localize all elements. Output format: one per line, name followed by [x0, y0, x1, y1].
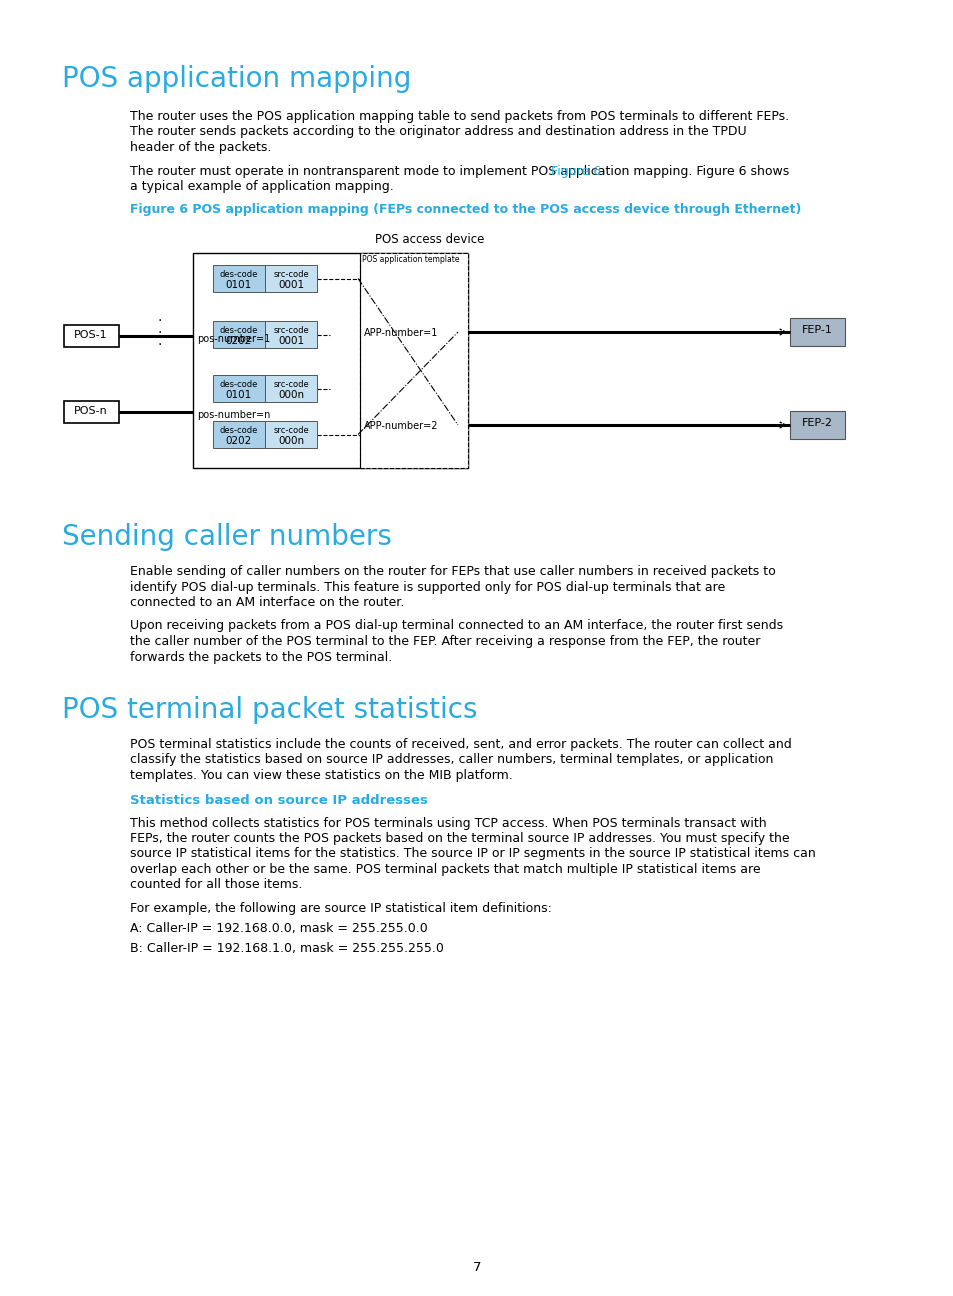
Text: POS application mapping: POS application mapping	[62, 65, 411, 93]
Text: des-code: des-code	[219, 380, 258, 389]
Text: 0101: 0101	[226, 280, 252, 290]
Bar	[64, 325, 119, 347]
Text: des-code: des-code	[219, 270, 258, 279]
Text: Upon receiving packets from a POS dial-up terminal connected to an AM interface,: Upon receiving packets from a POS dial-u…	[130, 619, 782, 632]
Text: POS terminal packet statistics: POS terminal packet statistics	[62, 696, 477, 724]
Text: 7: 7	[473, 1261, 480, 1274]
Text: pos-number=n: pos-number=n	[196, 410, 270, 420]
Text: overlap each other or be the same. POS terminal packets that match multiple IP s: overlap each other or be the same. POS t…	[130, 863, 760, 876]
Text: des-code: des-code	[219, 327, 258, 334]
Text: For example, the following are source IP statistical item definitions:: For example, the following are source IP…	[130, 902, 551, 915]
Bar	[265, 421, 316, 448]
Bar	[64, 400, 119, 422]
Text: Sending caller numbers: Sending caller numbers	[62, 524, 392, 551]
Text: This method collects statistics for POS terminals using TCP access. When POS ter: This method collects statistics for POS …	[130, 816, 766, 829]
Text: The router sends packets according to the originator address and destination add: The router sends packets according to th…	[130, 126, 746, 139]
Text: classify the statistics based on source IP addresses, caller numbers, terminal t: classify the statistics based on source …	[130, 753, 773, 766]
Bar	[789, 411, 844, 439]
Text: APP-number=2: APP-number=2	[364, 421, 438, 432]
Text: source IP statistical items for the statistics. The source IP or IP segments in : source IP statistical items for the stat…	[130, 848, 815, 861]
Text: 0202: 0202	[226, 435, 252, 446]
Text: src-code: src-code	[273, 270, 309, 279]
Text: POS-n: POS-n	[74, 406, 108, 416]
Bar	[265, 375, 316, 402]
Text: FEP-2: FEP-2	[801, 419, 832, 428]
Text: header of the packets.: header of the packets.	[130, 141, 271, 154]
Text: POS-1: POS-1	[74, 330, 108, 340]
Text: APP-number=1: APP-number=1	[364, 328, 438, 338]
Bar	[265, 321, 316, 349]
Text: 0001: 0001	[277, 280, 304, 290]
Text: forwards the packets to the POS terminal.: forwards the packets to the POS terminal…	[130, 651, 392, 664]
Text: src-code: src-code	[273, 327, 309, 334]
Text: src-code: src-code	[273, 426, 309, 435]
Text: A: Caller-IP = 192.168.0.0, mask = 255.255.0.0: A: Caller-IP = 192.168.0.0, mask = 255.2…	[130, 921, 427, 934]
Text: POS application template: POS application template	[361, 255, 459, 264]
Text: POS access device: POS access device	[375, 233, 484, 246]
Bar	[265, 264, 316, 292]
Text: connected to an AM interface on the router.: connected to an AM interface on the rout…	[130, 596, 404, 609]
Text: The router must operate in nontransparent mode to implement POS application mapp: The router must operate in nontransparen…	[130, 165, 788, 178]
Bar	[789, 318, 844, 346]
Text: 0101: 0101	[226, 390, 252, 400]
Bar	[213, 264, 265, 292]
Text: templates. You can view these statistics on the MIB platform.: templates. You can view these statistics…	[130, 769, 512, 781]
Text: pos-number=1: pos-number=1	[196, 334, 270, 343]
Bar	[359, 253, 468, 468]
Text: identify POS dial-up terminals. This feature is supported only for POS dial-up t: identify POS dial-up terminals. This fea…	[130, 581, 724, 594]
Text: 0202: 0202	[226, 336, 252, 346]
Bar	[213, 421, 265, 448]
Text: Figure 6 POS application mapping (FEPs connected to the POS access device throug: Figure 6 POS application mapping (FEPs c…	[130, 203, 801, 216]
Text: 0001: 0001	[277, 336, 304, 346]
Text: ·: ·	[157, 338, 162, 353]
Text: FEPs, the router counts the POS packets based on the terminal source IP addresse: FEPs, the router counts the POS packets …	[130, 832, 789, 845]
Text: counted for all those items.: counted for all those items.	[130, 879, 302, 892]
Bar	[193, 253, 468, 468]
Text: ·: ·	[157, 314, 162, 328]
Text: B: Caller-IP = 192.168.1.0, mask = 255.255.255.0: B: Caller-IP = 192.168.1.0, mask = 255.2…	[130, 942, 443, 955]
Text: src-code: src-code	[273, 380, 309, 389]
Text: 000n: 000n	[277, 390, 304, 400]
Text: Enable sending of caller numbers on the router for FEPs that use caller numbers : Enable sending of caller numbers on the …	[130, 565, 775, 578]
Bar	[213, 321, 265, 349]
Text: the caller number of the POS terminal to the FEP. After receiving a response fro: the caller number of the POS terminal to…	[130, 635, 760, 648]
Text: a typical example of application mapping.: a typical example of application mapping…	[130, 180, 394, 193]
Text: POS terminal statistics include the counts of received, sent, and error packets.: POS terminal statistics include the coun…	[130, 737, 791, 750]
Bar	[213, 375, 265, 402]
Text: Figure 6: Figure 6	[550, 165, 600, 178]
Text: ·: ·	[157, 327, 162, 340]
Text: The router uses the POS application mapping table to send packets from POS termi: The router uses the POS application mapp…	[130, 110, 788, 123]
Text: Statistics based on source IP addresses: Statistics based on source IP addresses	[130, 794, 428, 807]
Text: des-code: des-code	[219, 426, 258, 435]
Text: FEP-1: FEP-1	[801, 325, 832, 334]
Text: 000n: 000n	[277, 435, 304, 446]
